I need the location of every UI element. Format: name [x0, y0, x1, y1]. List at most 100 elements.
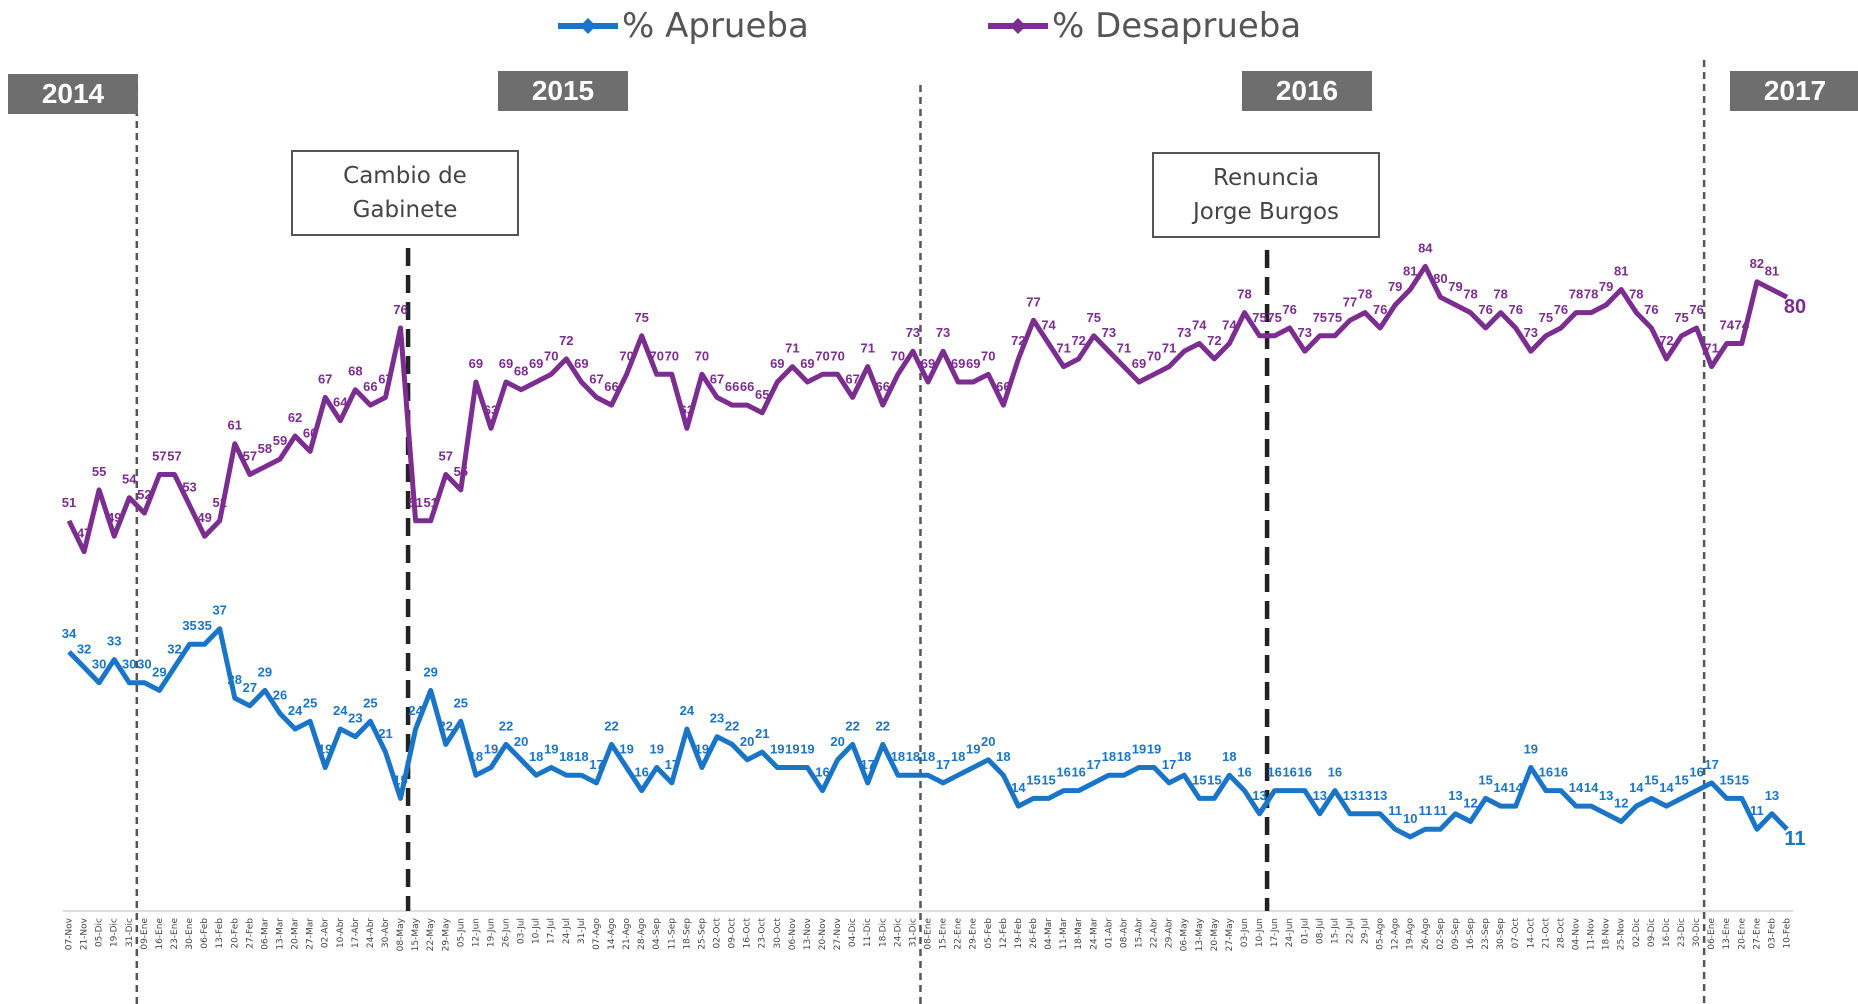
- data-label: 68: [514, 364, 528, 379]
- x-tick-label: 26-Jun: [502, 918, 512, 947]
- data-label: 19: [318, 742, 332, 757]
- data-label: 25: [363, 695, 377, 710]
- data-label: 22: [604, 718, 618, 733]
- x-tick-label: 10-Jun: [1255, 918, 1265, 947]
- data-label: 19: [695, 742, 709, 757]
- data-label: 15: [1644, 772, 1658, 787]
- data-label: 61: [228, 418, 242, 433]
- x-tick-label: 26-Feb: [1029, 918, 1039, 949]
- data-label: 16: [1554, 765, 1568, 780]
- data-label: 16: [1328, 765, 1342, 780]
- data-label: 69: [499, 356, 513, 371]
- data-label: 68: [348, 364, 362, 379]
- x-tick-label: 02-Dic: [1632, 918, 1642, 947]
- x-tick-label: 05-Feb: [984, 918, 994, 949]
- x-tick-label: 07-Oct: [1511, 918, 1521, 949]
- data-label: 19: [619, 742, 633, 757]
- data-label: 66: [725, 379, 739, 394]
- x-tick-label: 11-Nov: [1587, 917, 1597, 950]
- x-tick-label: 19-Ago: [1406, 918, 1416, 950]
- x-tick-label: 06-Feb: [200, 918, 210, 949]
- data-label: 69: [770, 356, 784, 371]
- data-label: 69: [469, 356, 483, 371]
- x-tick-label: 27-Ene: [1752, 918, 1762, 950]
- x-tick-label: 08-Jul: [1315, 918, 1325, 944]
- x-tick-label: 30-Abr: [381, 918, 391, 948]
- data-label: 15: [1041, 772, 1055, 787]
- series-line: [66, 263, 1789, 555]
- data-label: 22: [876, 718, 890, 733]
- x-tick-label: 16-Sep: [1466, 918, 1476, 950]
- x-tick-label: 22-Jul: [1345, 918, 1355, 944]
- data-label: 62: [288, 410, 302, 425]
- data-label: 20: [514, 734, 528, 749]
- data-label: 59: [273, 433, 287, 448]
- legend-item: % Desaprueba: [988, 6, 1301, 46]
- data-label: 70: [1147, 348, 1161, 363]
- data-label: 73: [1298, 325, 1312, 340]
- data-label: 17: [665, 757, 679, 772]
- x-tick-label: 11-Mar: [1059, 918, 1069, 950]
- data-label: 54: [122, 472, 137, 487]
- x-tick-label: 11-Sep: [667, 918, 677, 950]
- x-tick-label: 20-Ene: [1737, 918, 1747, 950]
- data-label: 63: [484, 402, 498, 417]
- x-tick-label: 18-Dic: [878, 918, 888, 947]
- data-label: 19: [770, 742, 784, 757]
- data-label: 17: [1087, 757, 1101, 772]
- data-label: 18: [1222, 749, 1236, 764]
- data-label: 24: [408, 703, 423, 718]
- x-tick-label: 23-Oct: [758, 918, 768, 949]
- data-label: 23: [710, 711, 724, 726]
- x-tick-label: 03-Jul: [517, 918, 527, 944]
- data-label: 18: [906, 749, 920, 764]
- data-label: 24: [680, 703, 695, 718]
- data-label: 75: [1674, 310, 1688, 325]
- data-label: 76: [1689, 302, 1703, 317]
- data-label: 73: [1524, 325, 1538, 340]
- data-label: 55: [92, 464, 106, 479]
- year-label: 2016: [1242, 71, 1372, 111]
- data-label: 10: [1403, 811, 1417, 826]
- data-label: 69: [529, 356, 543, 371]
- x-tick-label: 17-Abr: [351, 918, 361, 948]
- x-tick-label: 16-Oct: [743, 918, 753, 949]
- x-tick-label: 13-Feb: [215, 918, 225, 949]
- data-label: 26: [273, 688, 287, 703]
- x-tick-label: 22-Abr: [1150, 918, 1160, 948]
- data-label: 27: [243, 680, 257, 695]
- year-label: 2014: [8, 74, 138, 114]
- data-label: 73: [1177, 325, 1191, 340]
- data-label: 74: [1041, 317, 1056, 332]
- data-label: 18: [559, 749, 573, 764]
- x-tick-label: 25-Nov: [1617, 917, 1627, 950]
- x-tick-label: 29-Jul: [1361, 918, 1371, 944]
- data-label: 14: [1584, 780, 1599, 795]
- x-tick-label: 30-Oct: [773, 918, 783, 949]
- data-label: 13: [1765, 788, 1779, 803]
- data-label: 74: [1192, 317, 1207, 332]
- x-tick-label: 06-Ene: [1707, 918, 1717, 950]
- x-tick-label: 21-Nov: [80, 917, 90, 950]
- x-tick-label: 23-Ene: [170, 918, 180, 950]
- data-label: 25: [303, 695, 317, 710]
- data-label: 16: [1267, 765, 1281, 780]
- data-label: 71: [785, 341, 799, 356]
- x-tick-label: 05-Dic: [95, 918, 105, 947]
- data-label: 25: [454, 695, 468, 710]
- data-label: 75: [1267, 310, 1281, 325]
- data-label: 69: [966, 356, 980, 371]
- x-tick-label: 13-Mar: [275, 918, 285, 950]
- x-tick-label: 08-Ene: [924, 918, 934, 950]
- data-label: 15: [1478, 772, 1492, 787]
- data-label: 75: [1252, 310, 1266, 325]
- data-label: 19: [785, 742, 799, 757]
- data-label: 12: [1463, 795, 1477, 810]
- data-label: 79: [1388, 279, 1402, 294]
- data-label: 19: [800, 742, 814, 757]
- data-label: 75: [1328, 310, 1342, 325]
- x-tick-label: 16-Ene: [155, 918, 165, 950]
- data-label: 17: [1704, 757, 1718, 772]
- x-tick-label: 06-Nov: [788, 917, 798, 950]
- x-tick-label: 18-Sep: [682, 918, 692, 950]
